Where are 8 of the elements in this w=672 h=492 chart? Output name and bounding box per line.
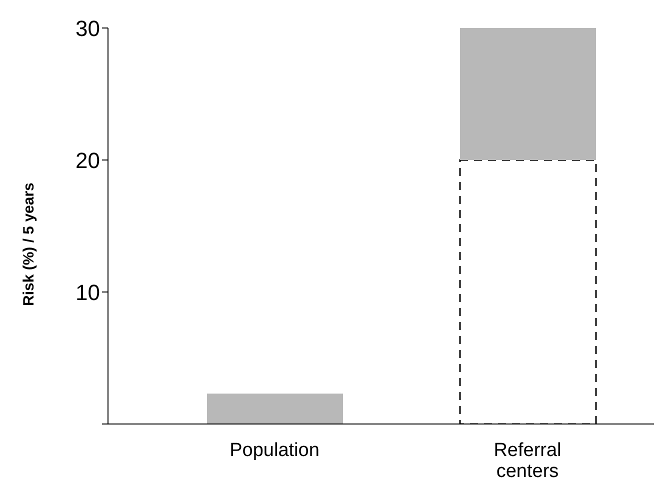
y-tick-label: 20	[76, 148, 100, 173]
bar	[207, 394, 343, 424]
y-axis-title: Risk (%) / 5 years	[20, 182, 38, 306]
bar	[460, 28, 596, 160]
y-tick-label: 10	[76, 280, 100, 305]
y-tick-label: 30	[76, 16, 100, 41]
x-tick-label: Referral centers	[494, 440, 562, 482]
x-tick-label: Population	[230, 440, 320, 461]
